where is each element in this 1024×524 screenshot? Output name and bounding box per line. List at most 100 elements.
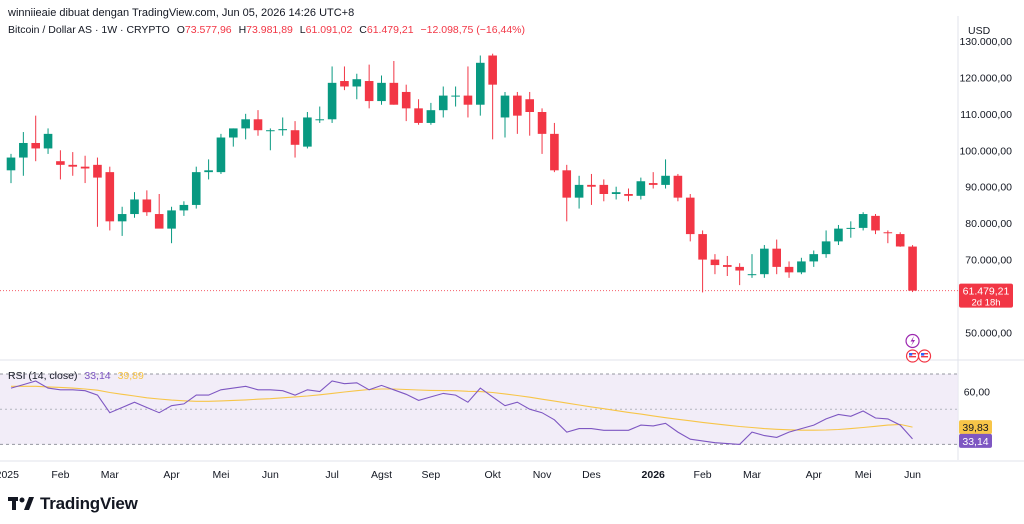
candle-down (685, 197, 695, 235)
candle-up (19, 142, 28, 158)
candle-up (611, 192, 621, 194)
candle-up (352, 79, 362, 87)
time-tick-label: Mar (101, 469, 120, 481)
candle-up (315, 119, 325, 121)
candle-down (488, 55, 497, 85)
rsi-legend: RSI (14, close) 33,14 39,89 (8, 370, 144, 382)
price-tick-label: 50.000,00 (965, 327, 1012, 339)
candle-down (550, 133, 559, 171)
candle-up (476, 62, 485, 105)
candle-down (784, 266, 794, 273)
flag-stripe (921, 356, 929, 358)
candle-down (599, 184, 609, 194)
candle-down (68, 164, 78, 167)
price-tick-label: 130.000,00 (959, 36, 1012, 48)
candle-down (673, 175, 683, 198)
brand-name[interactable]: TradingView (40, 494, 138, 513)
price-tick-label: 100.000,00 (959, 145, 1012, 157)
candle-up (426, 110, 436, 123)
candle-up (266, 130, 275, 132)
candle-up (43, 133, 53, 149)
candle-up (303, 117, 312, 147)
rsi-title[interactable]: RSI (14, close) (8, 370, 78, 382)
ohlc-low-key: L (299, 24, 306, 36)
candle-down (723, 265, 732, 267)
candle-down (871, 215, 880, 231)
candle-up (858, 214, 868, 228)
candle-up (500, 95, 510, 118)
candle-down (142, 199, 152, 213)
time-tick-label: 2026 (642, 469, 666, 481)
candle-up (846, 227, 856, 229)
candle-down (895, 234, 905, 247)
time-tick-label: Jun (262, 469, 279, 481)
candle-up (834, 228, 843, 242)
candle-up (216, 137, 226, 173)
candle-up (377, 82, 386, 102)
candle-down (80, 166, 90, 169)
candle-up (130, 199, 139, 215)
candle-down (364, 81, 374, 102)
tradingview-logo-icon (8, 497, 34, 510)
candle-down (513, 95, 522, 116)
candle-up (438, 95, 448, 111)
rsi-value: 33,14 (84, 370, 111, 382)
flag-canton (909, 353, 913, 356)
candle-down (414, 108, 423, 123)
candle-up (229, 128, 238, 138)
price-tick-label: 70.000,00 (965, 255, 1012, 267)
candle-down (562, 170, 572, 198)
rsi-tag (959, 433, 992, 448)
candle-up (179, 204, 189, 211)
symbol-legend: Bitcoin / Dollar AS · 1W · CRYPTO O73.57… (8, 24, 525, 36)
last-price-tag (959, 283, 1013, 308)
lightning-glyph (910, 336, 916, 346)
candle-down (710, 259, 720, 266)
time-tick-label: Agst (371, 469, 392, 481)
candle-down (401, 91, 411, 109)
candle-down (93, 164, 102, 178)
time-tick-label: Apr (163, 469, 180, 481)
countdown-label: 2d 18h (971, 298, 1000, 309)
time-tick-label: Feb (51, 469, 69, 481)
price-tick-label: 90.000,00 (965, 182, 1012, 194)
time-tick-label: Des (582, 469, 601, 481)
flag-stripe (921, 353, 929, 355)
price-tick-label: 120.000,00 (959, 72, 1012, 84)
candle-down (389, 82, 399, 105)
candle-up (797, 261, 806, 273)
candle-down (253, 119, 263, 131)
candle-up (327, 82, 337, 120)
candle-up (574, 184, 584, 198)
candle-up (204, 170, 213, 173)
rsi-band (0, 374, 958, 445)
price-tick-label: 110.000,00 (960, 109, 1012, 121)
time-tick-label: Jul (325, 469, 338, 481)
last-price-label: 61.479,21 (963, 286, 1010, 298)
symbol-title[interactable]: Bitcoin / Dollar AS · 1W · CRYPTO (8, 24, 170, 36)
time-tick-label: Mei (212, 469, 229, 481)
ohlc-change-value: −12.098,75 (−16,44%) (420, 24, 526, 36)
price-tick-label: 80.000,00 (965, 218, 1012, 230)
rsi-tick-label: 60,00 (964, 387, 990, 399)
candle-up (117, 214, 127, 222)
ohlc-high-key: H (238, 24, 247, 36)
candle-down (698, 234, 707, 260)
candle-up (451, 95, 460, 97)
ohlc-open-value: 73.577,96 (184, 24, 232, 36)
candle-down (735, 266, 744, 271)
flag-stripe (909, 353, 917, 355)
ohlc-open-key: O (176, 24, 185, 36)
time-tick-label: Mar (743, 469, 762, 481)
candle-down (648, 183, 658, 185)
candle-down (105, 172, 115, 222)
time-tick-label: Nov (533, 469, 552, 481)
candle-down (56, 161, 65, 165)
candle-down (154, 214, 164, 229)
currency-label[interactable]: USD (968, 25, 991, 37)
candle-up (278, 129, 287, 131)
candle-up (821, 241, 831, 255)
candle-down (908, 246, 917, 291)
ohlc-close-key: C (359, 24, 367, 36)
